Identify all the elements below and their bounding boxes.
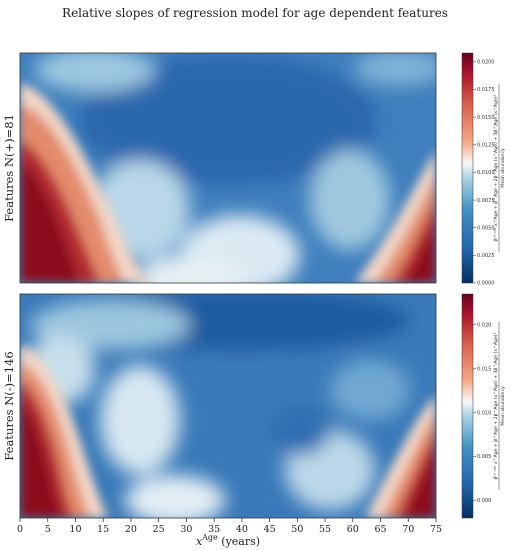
colorbar-tick-label: 0.0050 bbox=[477, 225, 495, 231]
x-axis-label-unit: (years) bbox=[218, 535, 260, 548]
heatmap-panel-top bbox=[19, 52, 437, 284]
colorbar-tick-label: 0.0125 bbox=[477, 142, 495, 148]
colorbar-tick-label: 0.005 bbox=[477, 454, 491, 460]
colorbar-tick-label: 0.0100 bbox=[477, 170, 495, 176]
x-axis: 0 5 10 15 20 25 30 35 40 45 50 55 60 65 70 75 bbox=[17, 518, 442, 535]
x-tick-label: 75 bbox=[430, 524, 442, 535]
colorbar-tick-label: 0.0025 bbox=[477, 253, 495, 259]
x-axis-label-main: x bbox=[196, 535, 203, 548]
colorbar-bottom-ticks: 0.000 0.005 0.010 0.015 0.020 bbox=[473, 322, 491, 504]
colorbar-tick-label: 0.0200 bbox=[477, 60, 495, 66]
x-tick-label: 30 bbox=[180, 524, 192, 535]
colorbar-tick-label: 0.010 bbox=[477, 410, 491, 416]
x-axis-label-sup: Age bbox=[201, 533, 218, 542]
colorbar-tick-label: 0.020 bbox=[477, 322, 491, 328]
colorbar-tick-label: 0.0150 bbox=[477, 115, 495, 121]
x-tick-label: 35 bbox=[208, 524, 220, 535]
colorbar-bottom-abundancy: Mean abundancy bbox=[500, 386, 506, 426]
x-tick-label: 65 bbox=[374, 524, 386, 535]
colorbar-bottom bbox=[461, 293, 474, 519]
x-tick-label: 60 bbox=[347, 524, 359, 535]
colorbar-tick-label: 0.0075 bbox=[477, 198, 495, 204]
x-tick-label: 10 bbox=[69, 524, 81, 535]
x-tick-label: 15 bbox=[97, 524, 109, 535]
ylabel-top: Features N(+)=81 bbox=[2, 114, 16, 222]
heatmap-panel-bottom bbox=[19, 293, 437, 519]
x-tick-label: 50 bbox=[291, 524, 303, 535]
x-tick-label: 0 bbox=[17, 524, 23, 535]
x-tick-label: 55 bbox=[319, 524, 331, 535]
colorbar-tick-label: 0.000 bbox=[477, 498, 491, 504]
colorbar-tick-label: 0.0175 bbox=[477, 87, 495, 93]
colorbar-top-abundancy: Mean abundancy bbox=[500, 148, 506, 188]
colorbar-tick-label: 0.015 bbox=[477, 366, 491, 372]
x-tick-label: 45 bbox=[264, 524, 276, 535]
x-tick-label: 25 bbox=[153, 524, 165, 535]
x-tick-label: 20 bbox=[125, 524, 137, 535]
colorbar-top-formula: βⁱⁿᵗ·ᵃᵍᵉ x^Age + β^Age + 2β^Age (x^Age) … bbox=[493, 94, 499, 241]
colorbar-tick-label: 0.0000 bbox=[477, 281, 495, 287]
colorbar-bottom-formula: βⁱⁿᵗ·ᵃᵍᵉ x^Age + β^Age + 2β^Age (x^Age) … bbox=[493, 332, 499, 479]
ylabel-bottom: Features N(-)=146 bbox=[2, 351, 16, 460]
x-tick-label: 5 bbox=[45, 524, 51, 535]
colorbar-top-ticks: 0.0000 0.0025 0.0050 0.0075 0.0100 0.0125 0.01… bbox=[473, 60, 495, 287]
x-axis-label: xAge (years) bbox=[196, 533, 260, 548]
colorbar-top bbox=[461, 52, 474, 284]
x-tick-label: 40 bbox=[236, 524, 248, 535]
x-tick-label: 70 bbox=[402, 524, 414, 535]
chart-title: Relative slopes of regression model for … bbox=[62, 6, 448, 20]
